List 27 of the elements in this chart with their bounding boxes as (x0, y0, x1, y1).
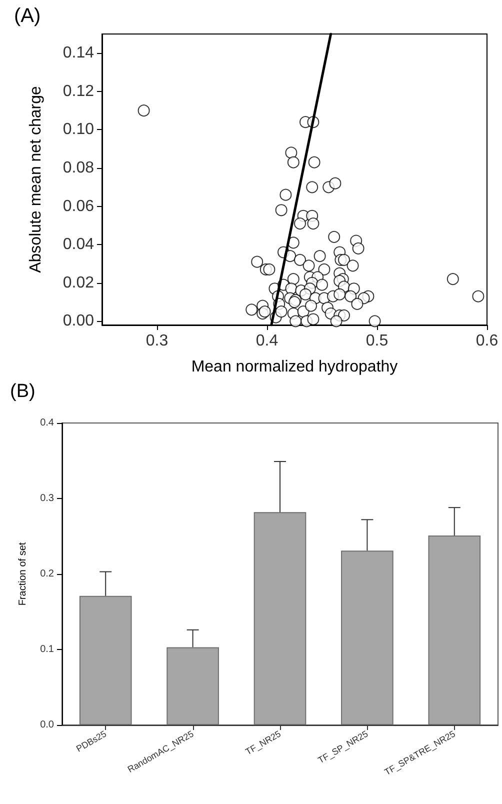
x-tick-label: 0.5 (366, 332, 388, 350)
bar (79, 596, 132, 725)
text: (B) (10, 381, 36, 402)
y-tick-label: 0.06 (62, 198, 94, 215)
y-tick-label: 0.02 (62, 274, 94, 292)
bar (166, 647, 219, 725)
y-tick-label: 0.00 (62, 312, 94, 330)
x-tick-label: 0.4 (256, 332, 278, 350)
y-tick-label: 0.10 (62, 121, 94, 138)
x-axis-title: Mean normalized hydropathy (191, 358, 398, 376)
y-tick-label: 0.04 (62, 236, 94, 254)
x-tick-label: 0.6 (476, 332, 498, 350)
y-tick-label: 0.2 (40, 568, 54, 580)
y-tick-label: 0.0 (40, 720, 54, 730)
y-tick-label: 0.4 (40, 418, 54, 428)
text: (A) (14, 5, 41, 27)
y-tick-label: 0.12 (62, 82, 94, 100)
bar (428, 535, 481, 725)
y-tick-label: 0.08 (62, 160, 94, 177)
bar (341, 550, 394, 725)
x-tick-label: 0.3 (146, 332, 168, 350)
y-tick-label: 0.1 (40, 644, 54, 655)
y-tick-label: 0.14 (62, 44, 94, 62)
bar (254, 512, 306, 725)
y-tick-label: 0.3 (40, 493, 54, 504)
y-axis-title: Absolute mean net charge (28, 86, 44, 273)
y-axis-title: Fraction of set (18, 542, 28, 606)
